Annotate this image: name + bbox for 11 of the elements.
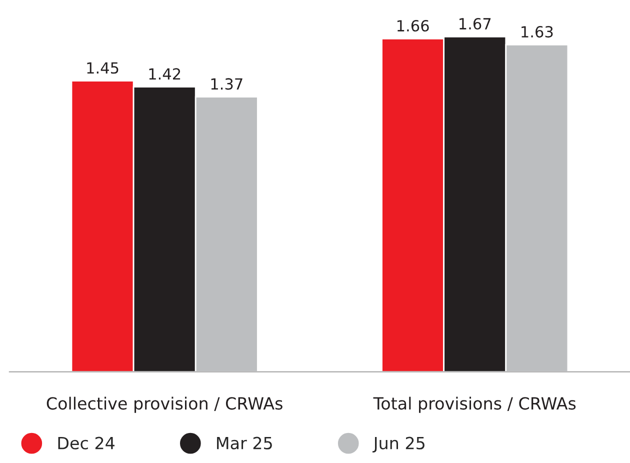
legend-label: Mar 25 <box>217 436 272 450</box>
data-label: 1.45 <box>87 62 118 74</box>
legend-label: Jun 25 <box>372 436 424 452</box>
data-label: 1.42 <box>149 68 180 80</box>
legend-label: Dec 24 <box>58 436 114 450</box>
x-tick-label: Collective provision / CRWAs <box>46 396 282 413</box>
data-label: 1.37 <box>211 78 242 90</box>
data-label: 1.66 <box>397 20 429 32</box>
data-label: 1.63 <box>522 26 553 38</box>
data-label: 1.67 <box>460 18 491 30</box>
x-tick-label: Total provisions / CRWAs <box>373 396 576 413</box>
